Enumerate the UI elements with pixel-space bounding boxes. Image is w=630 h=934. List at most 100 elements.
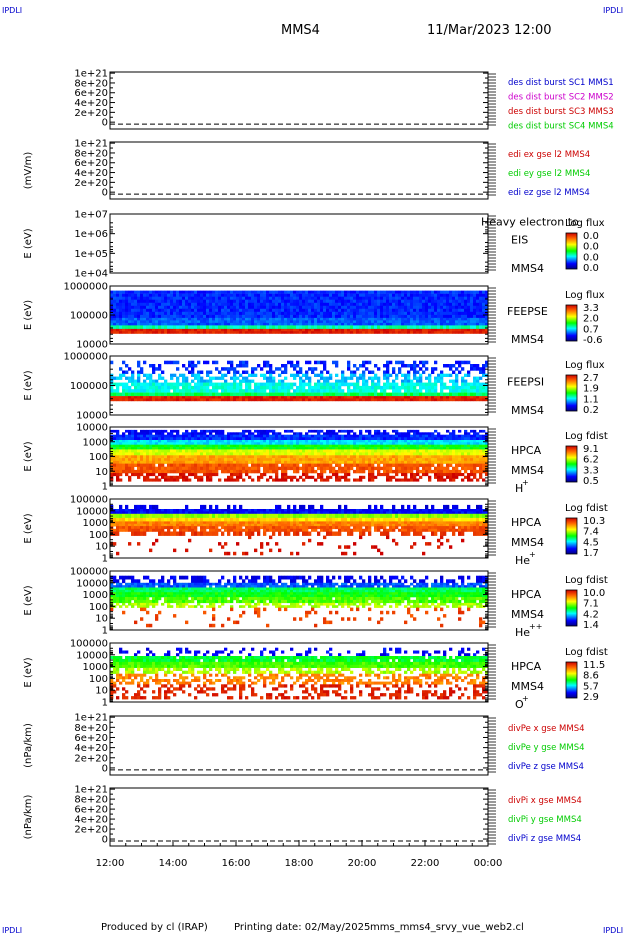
- spectrogram-cell: [329, 385, 333, 390]
- spectrogram-cell: [335, 325, 339, 330]
- spectrogram-cell: [326, 440, 330, 443]
- spectrogram-cell: [134, 317, 138, 321]
- spectrogram-cell: [119, 367, 123, 371]
- spectrogram-cell: [395, 299, 399, 303]
- spectrogram-cell: [281, 322, 285, 326]
- y-tick-label: 6e+20: [74, 88, 108, 99]
- footer-produced-by: Produced by cl (IRAP): [101, 922, 208, 933]
- spectrogram-cell: [407, 389, 411, 393]
- spectrogram-cell: [416, 442, 420, 445]
- spectrogram-cell: [266, 308, 270, 313]
- spectrogram-cell: [416, 331, 420, 334]
- spectrogram-cell: [470, 320, 474, 324]
- spectrogram-cell: [233, 447, 237, 450]
- spectrogram-cell: [476, 376, 480, 380]
- spectrogram-cell: [458, 440, 462, 443]
- spectrogram-cell: [197, 311, 201, 316]
- spectrogram-cell: [119, 463, 123, 467]
- spectrogram-cell: [182, 314, 186, 319]
- spectrogram-cell: [137, 447, 141, 450]
- spectrogram-cell: [158, 437, 162, 441]
- spectrogram-cell: [446, 437, 450, 441]
- spectrogram-cell: [320, 293, 324, 297]
- spectrogram-cell: [257, 296, 261, 300]
- spectrogram-cell: [122, 302, 126, 307]
- spectrogram-cell: [167, 455, 171, 459]
- spectrogram-cell: [221, 432, 225, 435]
- spectrogram-cell: [323, 367, 327, 371]
- spectrogram-cell: [461, 392, 465, 397]
- spectrogram-cell: [314, 322, 318, 326]
- spectrogram-cell: [257, 463, 261, 467]
- spectrogram-cell: [284, 328, 288, 332]
- spectrogram-cell: [224, 396, 228, 399]
- spectrogram-cell: [326, 385, 330, 390]
- spectrogram-cell: [251, 449, 255, 453]
- spectrogram-cell: [122, 293, 126, 297]
- spectrogram-cell: [266, 379, 270, 383]
- spectrogram-cell: [293, 305, 297, 310]
- spectrogram-cell: [158, 373, 162, 377]
- spectrogram-cell: [149, 376, 153, 380]
- spectrogram-cell: [419, 385, 423, 390]
- spectrogram-cell: [188, 440, 192, 443]
- spectrogram-cell: [407, 376, 411, 380]
- spectrogram-cell: [479, 437, 483, 441]
- spectrogram-cell: [476, 392, 480, 397]
- spectrogram-cell: [230, 293, 234, 297]
- spectrogram-cell: [125, 447, 129, 450]
- spectrogram-cell: [293, 328, 297, 332]
- spectrogram-cell: [482, 322, 486, 326]
- spectrogram-cell: [485, 458, 489, 462]
- spectrogram-cell: [281, 328, 285, 332]
- spectrogram-cell: [446, 308, 450, 313]
- spectrogram-cell: [122, 305, 126, 310]
- colorbar-tick-label: 0.0: [583, 242, 599, 253]
- spectrogram-cell: [467, 392, 471, 397]
- spectrogram-cell: [431, 317, 435, 321]
- spectrogram-cell: [308, 302, 312, 307]
- spectrogram-cell: [251, 444, 255, 448]
- spectrogram-cell: [344, 437, 348, 441]
- spectrogram-cell: [398, 290, 402, 294]
- spectrogram-cell: [386, 322, 390, 326]
- spectrogram-cell: [134, 293, 138, 297]
- spectrogram-cell: [356, 305, 360, 310]
- spectrogram-cell: [455, 299, 459, 303]
- spectrogram-cell: [161, 434, 165, 438]
- spectrogram-cell: [209, 296, 213, 300]
- spectrogram-cell: [230, 437, 234, 441]
- spectrogram-cell: [236, 325, 240, 330]
- spectrogram-cell: [347, 396, 351, 399]
- spectrogram-cell: [404, 455, 408, 459]
- spectrogram-cell: [425, 396, 429, 399]
- spectrogram-cell: [308, 311, 312, 316]
- spectrogram-cell: [257, 440, 261, 443]
- spectrogram-cell: [446, 317, 450, 321]
- spectrogram-cell: [242, 398, 246, 402]
- spectrogram-cell: [170, 325, 174, 330]
- spectrogram-cell: [224, 296, 228, 300]
- spectrogram-cell: [398, 452, 402, 456]
- spectrogram-cell: [419, 452, 423, 456]
- spectrogram-cell: [269, 437, 273, 441]
- spectrogram-cell: [278, 367, 282, 371]
- spectrogram-cell: [410, 314, 414, 319]
- spectrogram-cell: [311, 460, 315, 464]
- spectrogram-cell: [368, 308, 372, 313]
- spectrogram-cell: [176, 382, 180, 387]
- spectrogram-cell: [194, 452, 198, 456]
- spectrogram-cell: [197, 396, 201, 399]
- spectrogram-cell: [326, 458, 330, 462]
- spectrogram-cell: [221, 305, 225, 310]
- spectrogram-cell: [404, 320, 408, 324]
- spectrogram-cell: [152, 296, 156, 300]
- spectrogram-cell: [188, 432, 192, 435]
- spectrogram-cell: [122, 382, 126, 387]
- spectrogram-cell: [239, 458, 243, 462]
- spectrogram-cell: [320, 311, 324, 316]
- spectrogram-cell: [254, 290, 258, 294]
- spectrogram-cell: [404, 434, 408, 438]
- spectrogram-cell: [164, 437, 168, 441]
